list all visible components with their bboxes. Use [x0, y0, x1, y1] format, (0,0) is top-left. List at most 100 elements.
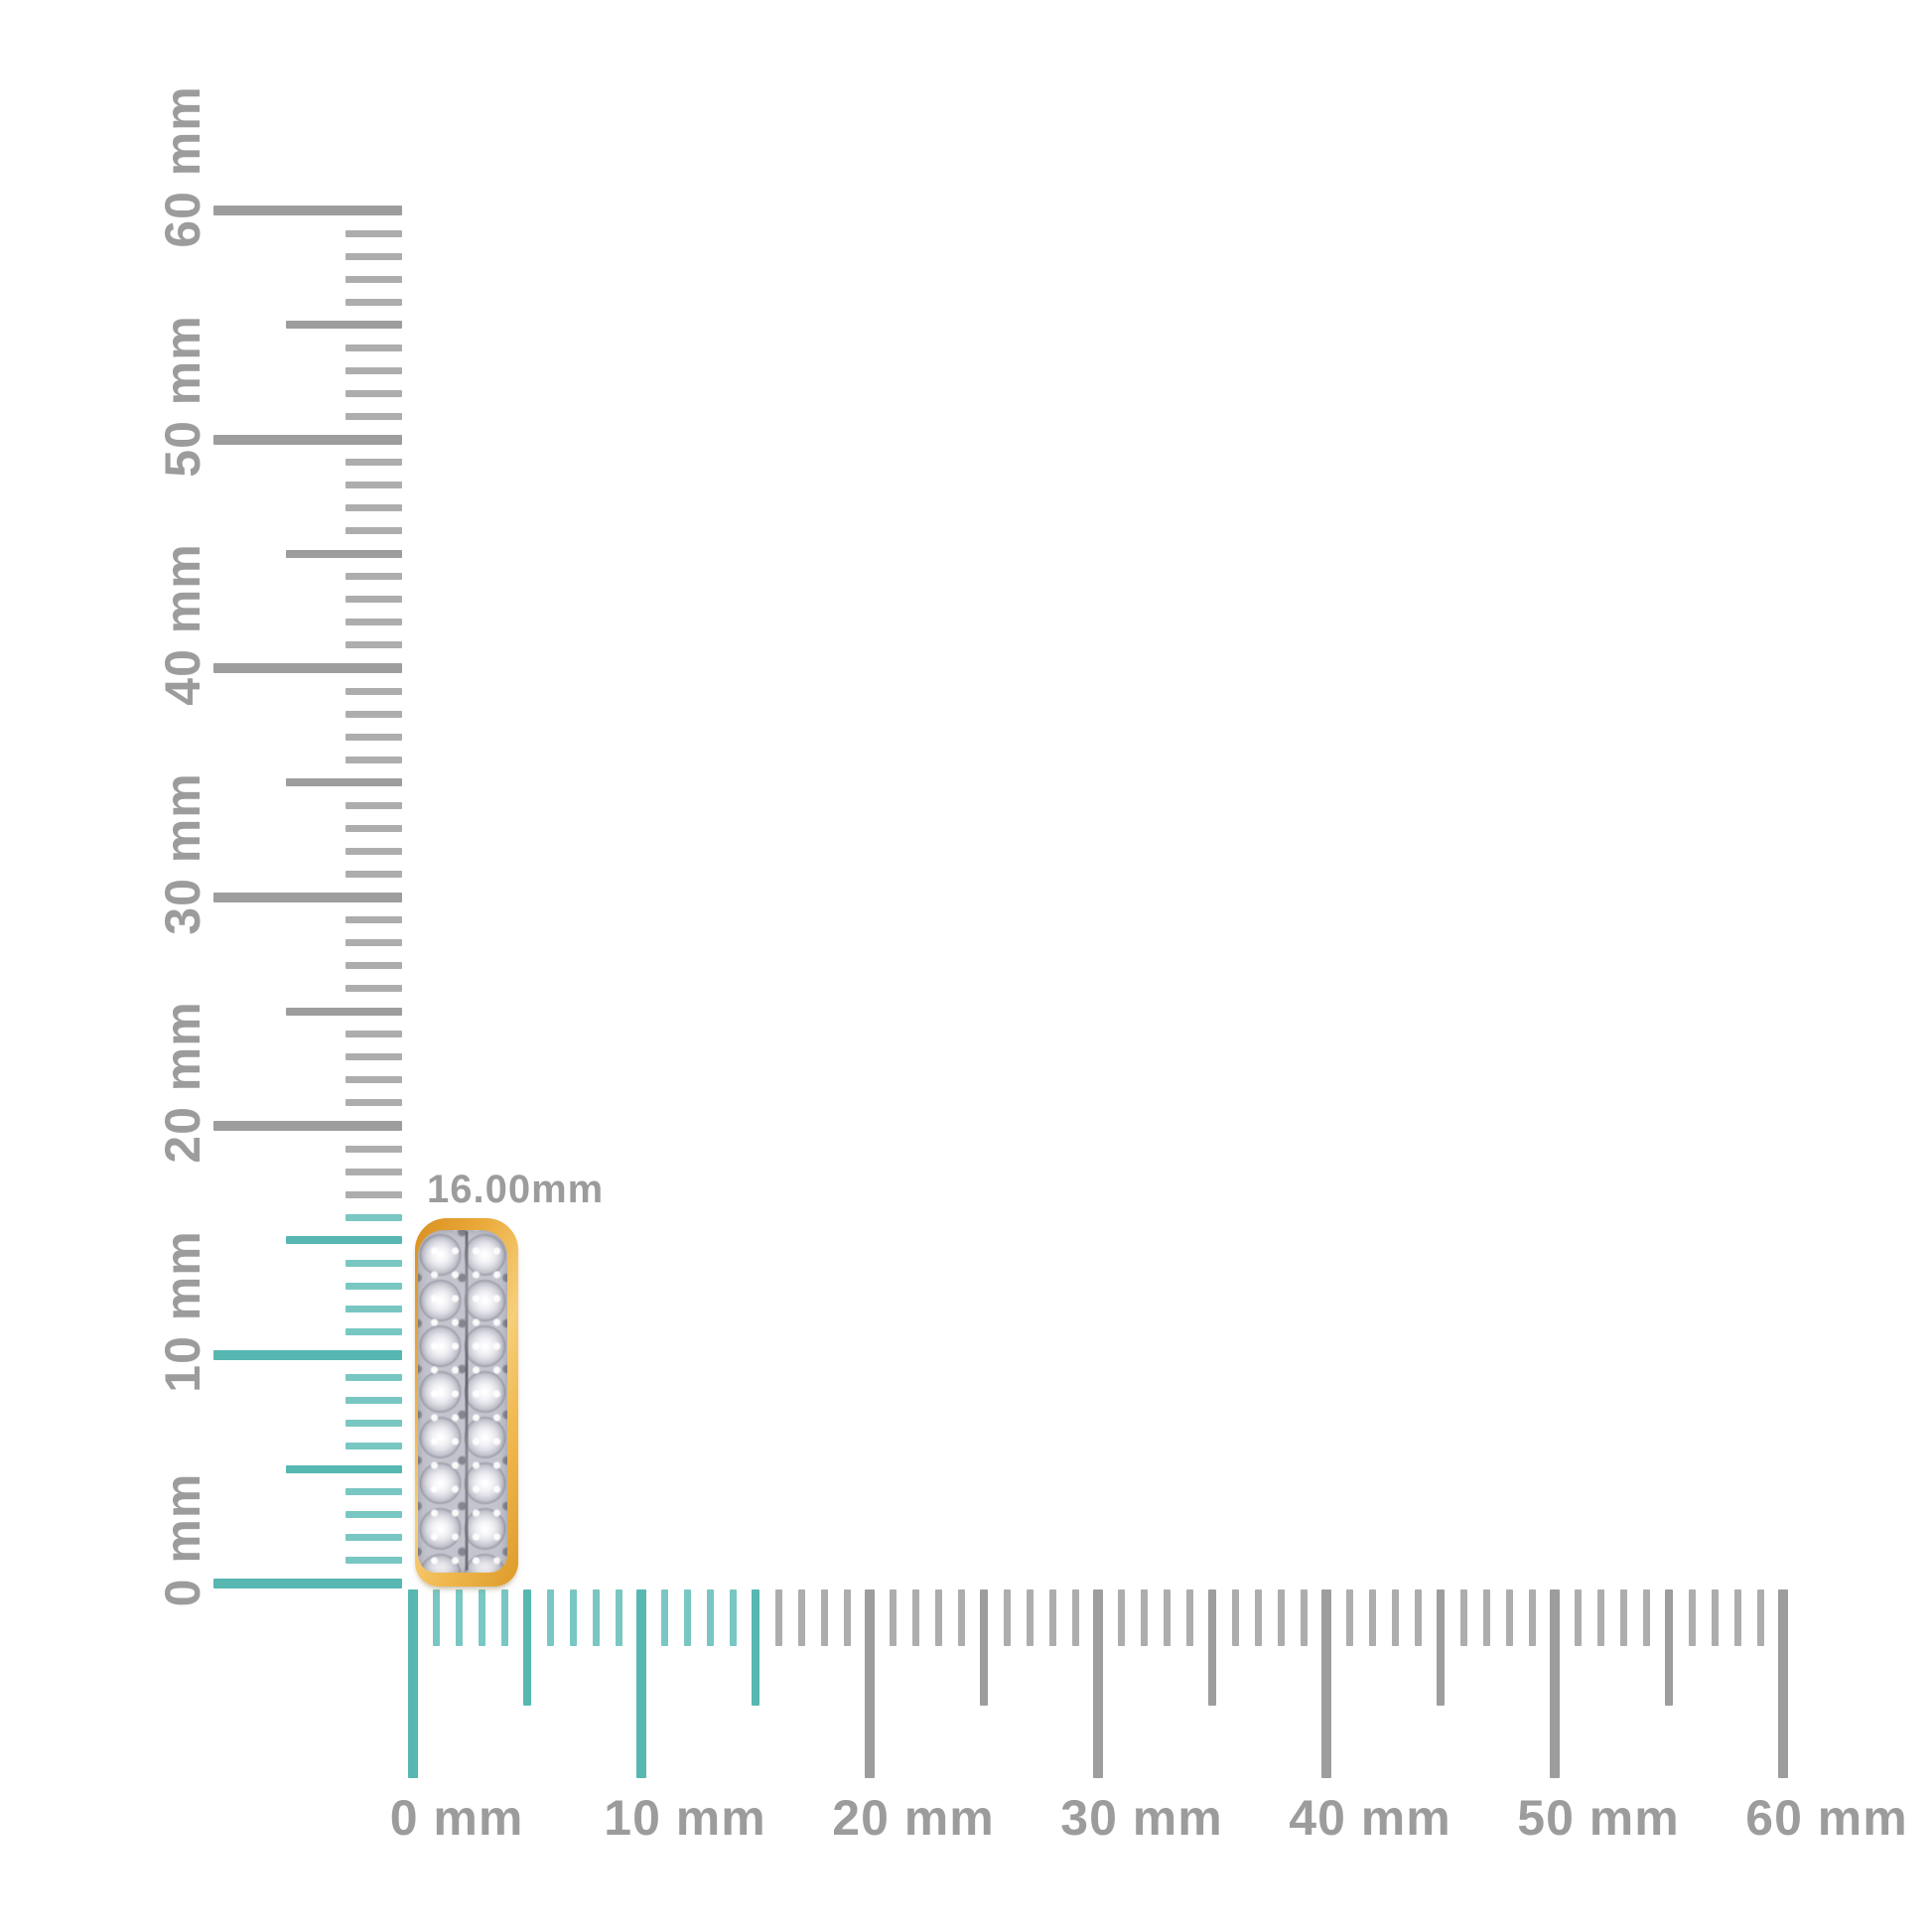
- vertical-ruler-tick: [345, 1327, 402, 1335]
- vertical-ruler-tick: [345, 801, 402, 809]
- horizontal-ruler-tick: [615, 1589, 622, 1646]
- horizontal-ruler-tick: [1208, 1589, 1216, 1706]
- vertical-ruler-tick: [213, 206, 402, 215]
- vertical-ruler-tick: [345, 1190, 402, 1198]
- vertical-ruler-tick: [345, 1031, 402, 1038]
- vertical-ruler-tick: [345, 1443, 402, 1450]
- horizontal-ruler-tick: [546, 1589, 554, 1646]
- horizontal-ruler-tick: [1437, 1589, 1445, 1706]
- vertical-ruler-tick: [345, 504, 402, 512]
- horizontal-ruler-tick: [752, 1589, 759, 1706]
- horizontal-ruler-tick: [1733, 1589, 1741, 1646]
- horizontal-ruler-tick: [1665, 1589, 1673, 1706]
- vertical-ruler-label: 40 mm: [155, 543, 210, 706]
- vertical-ruler-tick: [213, 1349, 402, 1360]
- horizontal-ruler-tick: [1321, 1589, 1331, 1778]
- vertical-ruler-label: 60 mm: [155, 85, 210, 248]
- vertical-ruler-tick: [345, 1397, 402, 1405]
- vertical-ruler-tick: [345, 1534, 402, 1542]
- vertical-ruler-label: 0 mm: [155, 1472, 210, 1607]
- vertical-ruler-tick: [345, 939, 402, 947]
- vertical-ruler-tick: [345, 298, 402, 306]
- horizontal-ruler-tick: [1711, 1589, 1719, 1646]
- vertical-ruler-tick: [345, 710, 402, 718]
- horizontal-ruler-tick: [889, 1589, 897, 1646]
- horizontal-ruler-label: 40 mm: [1289, 1790, 1451, 1846]
- vertical-ruler-tick: [345, 527, 402, 535]
- vertical-ruler-tick: [286, 1007, 402, 1016]
- horizontal-ruler-tick: [980, 1589, 988, 1706]
- vertical-ruler-tick: [345, 366, 402, 374]
- vertical-ruler-tick: [345, 1053, 402, 1061]
- horizontal-ruler-tick: [1528, 1589, 1536, 1646]
- horizontal-ruler-tick: [843, 1589, 851, 1646]
- horizontal-ruler-tick: [706, 1589, 714, 1646]
- horizontal-ruler-tick: [636, 1589, 646, 1778]
- vertical-ruler-tick: [213, 663, 402, 673]
- horizontal-ruler-tick: [865, 1589, 875, 1778]
- vertical-ruler-label: 30 mm: [155, 771, 210, 935]
- vertical-ruler-tick: [213, 434, 402, 445]
- horizontal-ruler-tick: [1345, 1589, 1353, 1646]
- vertical-ruler-tick: [345, 1145, 402, 1153]
- vertical-ruler-tick: [345, 252, 402, 260]
- vertical-ruler-tick: [345, 1099, 402, 1107]
- vertical-ruler-tick: [345, 1259, 402, 1267]
- horizontal-ruler-tick: [1071, 1589, 1079, 1646]
- vertical-ruler-tick: [345, 412, 402, 420]
- horizontal-ruler-tick: [1459, 1589, 1467, 1646]
- vertical-ruler-label: 50 mm: [155, 314, 210, 478]
- horizontal-ruler-tick: [1093, 1589, 1103, 1778]
- horizontal-ruler-tick: [774, 1589, 782, 1646]
- horizontal-ruler-label: 30 mm: [1060, 1790, 1223, 1846]
- horizontal-ruler-tick: [1254, 1589, 1262, 1646]
- horizontal-ruler-tick: [660, 1589, 668, 1646]
- horizontal-ruler-tick: [523, 1589, 531, 1706]
- vertical-ruler-tick: [286, 778, 402, 787]
- horizontal-ruler-tick: [1414, 1589, 1422, 1646]
- horizontal-ruler-tick: [1778, 1589, 1788, 1778]
- earring-pave-diamonds: [418, 1230, 507, 1573]
- horizontal-ruler-tick: [1596, 1589, 1604, 1646]
- vertical-ruler-tick: [345, 389, 402, 397]
- vertical-ruler-tick: [345, 275, 402, 283]
- horizontal-ruler-label: 10 mm: [604, 1790, 766, 1846]
- earring-item: [415, 1218, 518, 1587]
- horizontal-ruler-tick: [1185, 1589, 1193, 1646]
- vertical-ruler-tick: [345, 985, 402, 993]
- horizontal-ruler-tick: [455, 1589, 463, 1646]
- vertical-ruler-label: 20 mm: [155, 1001, 210, 1164]
- vertical-ruler-tick: [345, 756, 402, 763]
- vertical-ruler-tick: [345, 1305, 402, 1312]
- horizontal-ruler-tick: [1574, 1589, 1582, 1646]
- horizontal-ruler-tick: [729, 1589, 737, 1646]
- vertical-ruler-tick: [345, 916, 402, 924]
- vertical-ruler-tick: [345, 641, 402, 649]
- measurement-label: 16.00mm: [427, 1168, 605, 1211]
- vertical-ruler-tick: [345, 1168, 402, 1175]
- vertical-ruler-tick: [345, 573, 402, 581]
- horizontal-ruler-tick: [1688, 1589, 1696, 1646]
- vertical-ruler-label: 10 mm: [155, 1229, 210, 1393]
- vertical-ruler-tick: [286, 1464, 402, 1473]
- vertical-ruler-tick: [345, 619, 402, 626]
- vertical-ruler-tick: [345, 482, 402, 489]
- horizontal-ruler-tick: [1163, 1589, 1171, 1646]
- horizontal-ruler-tick: [1048, 1589, 1056, 1646]
- horizontal-ruler-tick: [1619, 1589, 1627, 1646]
- horizontal-ruler-tick: [1550, 1589, 1560, 1778]
- horizontal-ruler-tick: [1482, 1589, 1490, 1646]
- horizontal-ruler-label: 20 mm: [832, 1790, 995, 1846]
- horizontal-ruler-tick: [478, 1589, 485, 1646]
- horizontal-ruler-tick: [1642, 1589, 1650, 1646]
- vertical-ruler-tick: [345, 824, 402, 832]
- vertical-ruler-tick: [345, 733, 402, 741]
- horizontal-ruler-tick: [1300, 1589, 1308, 1646]
- horizontal-ruler-tick: [1117, 1589, 1125, 1646]
- horizontal-ruler-tick: [957, 1589, 965, 1646]
- horizontal-ruler-tick: [1368, 1589, 1376, 1646]
- horizontal-ruler-tick: [569, 1589, 577, 1646]
- vertical-ruler-tick: [286, 1236, 402, 1245]
- horizontal-ruler-tick: [1277, 1589, 1285, 1646]
- horizontal-ruler-tick: [911, 1589, 919, 1646]
